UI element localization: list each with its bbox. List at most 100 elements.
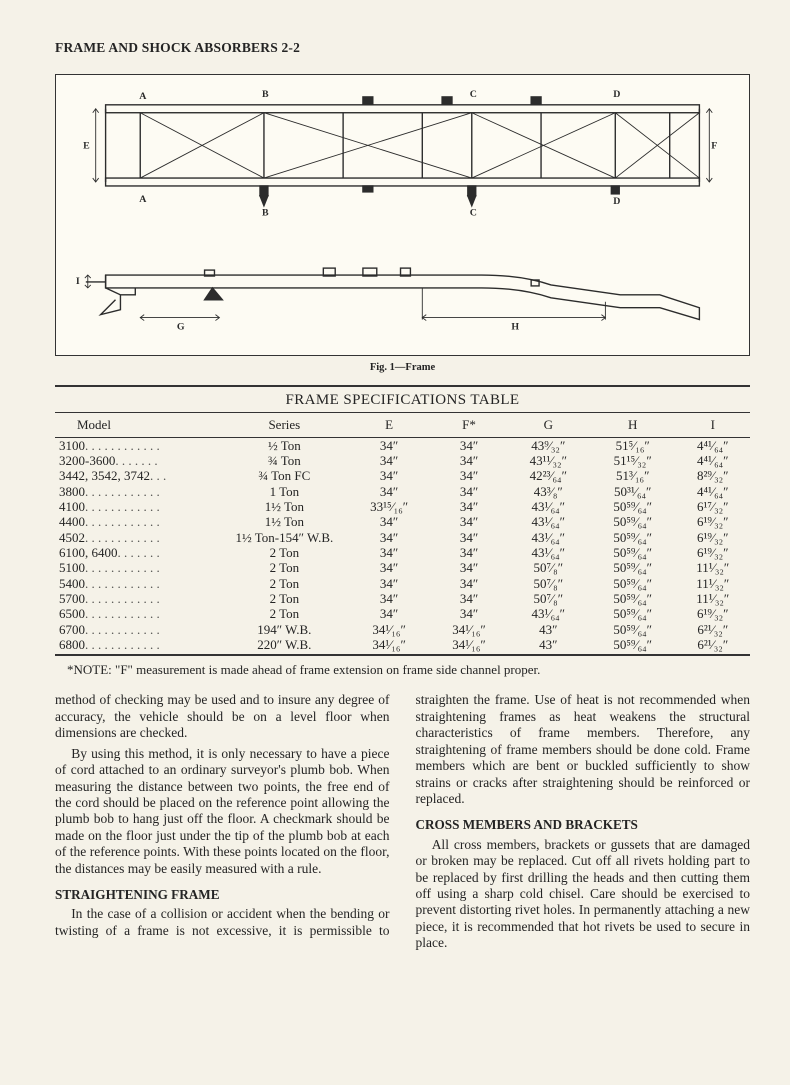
cell-series: 1 Ton [222, 484, 347, 499]
cell-e: 34″ [347, 576, 431, 591]
cell-h: 50⁵⁹⁄₆₄″ [590, 514, 676, 529]
col-h: H [590, 413, 676, 437]
cell-g: 43¹¹⁄₃₂″ [507, 453, 590, 468]
cell-e: 34″ [347, 468, 431, 483]
cell-h: 51⁵⁄₁₆″ [590, 437, 676, 453]
cell-model: 3100. . . . . . . . . . . . [55, 437, 222, 453]
cell-series: 2 Ton [222, 591, 347, 606]
svg-text:A: A [139, 91, 147, 102]
col-e: E [347, 413, 431, 437]
table-title: FRAME SPECIFICATIONS TABLE [55, 387, 750, 412]
rule-below-table [55, 654, 750, 656]
cell-e: 34″ [347, 545, 431, 560]
cell-series: ¾ Ton FC [222, 468, 347, 483]
cell-g: 43¹⁄₆₄″ [507, 499, 590, 514]
cell-g: 42²³⁄₆₄″ [507, 468, 590, 483]
cell-e: 34″ [347, 484, 431, 499]
cell-series: 2 Ton [222, 576, 347, 591]
cell-g: 50⁷⁄₈″ [507, 560, 590, 575]
heading-crossmembers: CROSS MEMBERS AND BRACKETS [416, 817, 751, 833]
body-p2: By using this method, it is only necessa… [55, 746, 390, 878]
cell-e: 34″ [347, 560, 431, 575]
cell-e: 34″ [347, 530, 431, 545]
cell-model: 6700. . . . . . . . . . . . [55, 622, 222, 637]
cell-f: 34″ [431, 514, 506, 529]
cell-g: 43⁹⁄₃₂″ [507, 437, 590, 453]
cell-e: 34¹⁄₁₆″ [347, 637, 431, 652]
cell-g: 43¹⁄₆₄″ [507, 530, 590, 545]
cell-series: ½ Ton [222, 437, 347, 453]
cell-e: 34¹⁄₁₆″ [347, 622, 431, 637]
cell-h: 50⁵⁹⁄₆₄″ [590, 530, 676, 545]
cell-g: 43″ [507, 637, 590, 652]
cell-model: 3800. . . . . . . . . . . . [55, 484, 222, 499]
cell-f: 34″ [431, 468, 506, 483]
table-row: 3100. . . . . . . . . . . .½ Ton34″34″43… [55, 437, 750, 453]
cell-e: 33¹⁵⁄₁₆″ [347, 499, 431, 514]
svg-text:D: D [613, 89, 620, 100]
cell-f: 34″ [431, 499, 506, 514]
cell-series: 1½ Ton [222, 514, 347, 529]
cell-model: 6800. . . . . . . . . . . . [55, 637, 222, 652]
cell-model: 6500. . . . . . . . . . . . [55, 606, 222, 621]
cell-model: 6100, 6400. . . . . . . [55, 545, 222, 560]
cell-e: 34″ [347, 606, 431, 621]
cell-i: 6¹⁹⁄₃₂″ [676, 530, 750, 545]
cell-f: 34¹⁄₁₆″ [431, 622, 506, 637]
cell-series: 2 Ton [222, 606, 347, 621]
cell-model: 3442, 3542, 3742. . . [55, 468, 222, 483]
cell-series: ¾ Ton [222, 453, 347, 468]
col-g: G [507, 413, 590, 437]
cell-g: 43¹⁄₆₄″ [507, 545, 590, 560]
table-row: 5700. . . . . . . . . . . .2 Ton34″34″50… [55, 591, 750, 606]
table-row: 4502. . . . . . . . . . . .1½ Ton-154″ W… [55, 530, 750, 545]
cell-h: 50⁵⁹⁄₆₄″ [590, 591, 676, 606]
cell-i: 6¹⁹⁄₃₂″ [676, 514, 750, 529]
cell-f: 34″ [431, 576, 506, 591]
cell-i: 8²⁹⁄₃₂″ [676, 468, 750, 483]
cell-g: 50⁷⁄₈″ [507, 591, 590, 606]
page-header: FRAME AND SHOCK ABSORBERS 2-2 [55, 40, 750, 56]
col-model: Model [55, 413, 222, 437]
svg-text:B: B [262, 208, 269, 219]
cell-g: 50⁷⁄₈″ [507, 576, 590, 591]
cell-h: 50⁵⁹⁄₆₄″ [590, 606, 676, 621]
cell-g: 43¹⁄₆₄″ [507, 514, 590, 529]
cell-g: 43³⁄₈″ [507, 484, 590, 499]
table-header-row: Model Series E F* G H I [55, 413, 750, 437]
svg-text:C: C [470, 208, 477, 219]
cell-model: 5700. . . . . . . . . . . . [55, 591, 222, 606]
svg-text:G: G [177, 322, 185, 333]
svg-text:H: H [511, 322, 519, 333]
table-footnote: *NOTE: "F" measurement is made ahead of … [67, 662, 750, 678]
cell-e: 34″ [347, 453, 431, 468]
cell-model: 4400. . . . . . . . . . . . [55, 514, 222, 529]
cell-h: 50⁵⁹⁄₆₄″ [590, 545, 676, 560]
table-row: 6100, 6400. . . . . . .2 Ton34″34″43¹⁄₆₄… [55, 545, 750, 560]
cell-f: 34″ [431, 437, 506, 453]
cell-f: 34″ [431, 560, 506, 575]
cell-h: 51³⁄₁₆″ [590, 468, 676, 483]
frame-spec-table: Model Series E F* G H I 3100. . . . . . … [55, 413, 750, 652]
cell-h: 50⁵⁹⁄₆₄″ [590, 622, 676, 637]
svg-text:A: A [139, 194, 147, 205]
svg-text:C: C [470, 89, 477, 100]
cell-series: 2 Ton [222, 560, 347, 575]
cell-i: 11¹⁄₃₂″ [676, 591, 750, 606]
cell-i: 6¹⁷⁄₃₂″ [676, 499, 750, 514]
cell-series: 1½ Ton [222, 499, 347, 514]
cell-model: 5400. . . . . . . . . . . . [55, 576, 222, 591]
col-i: I [676, 413, 750, 437]
cell-f: 34¹⁄₁₆″ [431, 637, 506, 652]
cell-h: 51¹⁵⁄₃₂″ [590, 453, 676, 468]
cell-i: 4⁴¹⁄₆₄″ [676, 437, 750, 453]
col-f: F* [431, 413, 506, 437]
cell-model: 4100. . . . . . . . . . . . [55, 499, 222, 514]
cell-h: 50³¹⁄₆₄″ [590, 484, 676, 499]
cell-series: 194″ W.B. [222, 622, 347, 637]
cell-model: 4502. . . . . . . . . . . . [55, 530, 222, 545]
table-row: 5100. . . . . . . . . . . .2 Ton34″34″50… [55, 560, 750, 575]
cell-f: 34″ [431, 530, 506, 545]
table-row: 4400. . . . . . . . . . . .1½ Ton34″34″4… [55, 514, 750, 529]
table-row: 3200-3600. . . . . . .¾ Ton34″34″43¹¹⁄₃₂… [55, 453, 750, 468]
